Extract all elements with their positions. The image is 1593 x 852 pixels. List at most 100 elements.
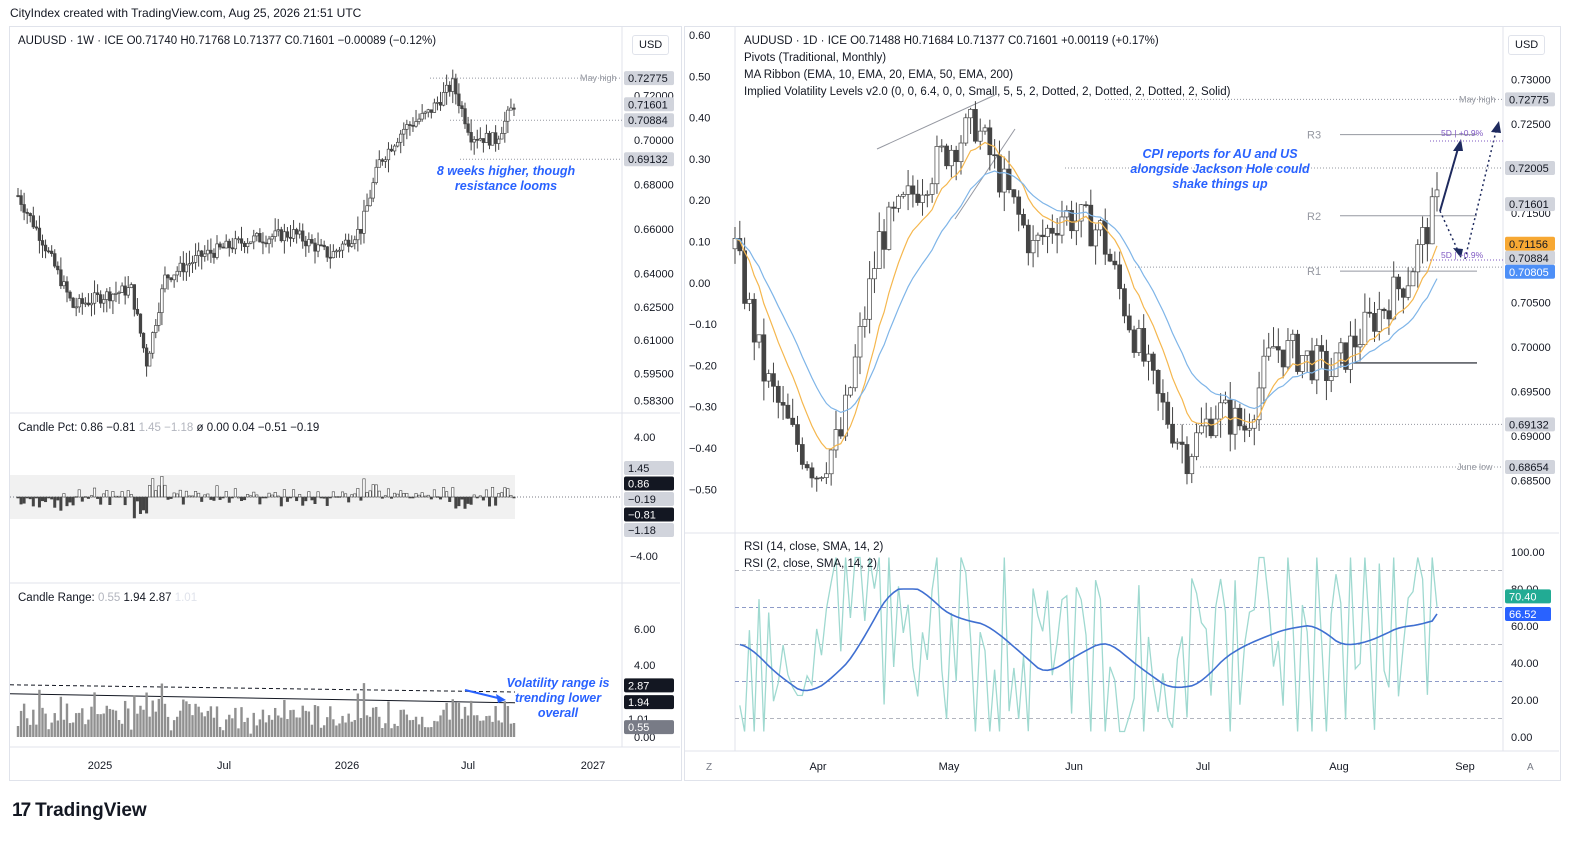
range-bar xyxy=(224,719,228,737)
weekly-candle xyxy=(160,288,164,314)
range-tag-bg xyxy=(624,695,674,710)
weekly-candle xyxy=(184,264,189,273)
pct-bar xyxy=(132,496,136,519)
daily-may-high-label: May high xyxy=(1459,94,1496,104)
pct-bar xyxy=(56,496,60,501)
weekly-candle xyxy=(497,138,501,144)
weekly-candle xyxy=(135,308,140,315)
rsi14-legend: RSI (14, close, SMA, 14, 2) xyxy=(744,541,884,553)
range-bar xyxy=(316,706,320,737)
range-mean-line xyxy=(10,693,516,704)
weekly-candle xyxy=(380,159,384,162)
weekly-candle xyxy=(25,211,29,214)
range-bar xyxy=(476,715,479,737)
weekly-candle xyxy=(65,281,69,293)
pct-bar xyxy=(227,496,231,503)
pct-bar xyxy=(435,496,439,498)
range-bar xyxy=(451,699,454,737)
daily-candle xyxy=(1083,204,1089,207)
range-bar xyxy=(500,722,503,737)
right-chart-panel[interactable] xyxy=(684,26,1561,781)
rsi14-line xyxy=(739,588,1438,692)
daily-candle xyxy=(886,206,892,250)
zoom-button[interactable]: Z xyxy=(706,762,713,773)
daily-candle xyxy=(761,334,767,382)
range-bar xyxy=(93,692,96,737)
pct-bar xyxy=(270,494,274,498)
weekly-candle xyxy=(89,302,94,306)
range-bar xyxy=(243,721,246,737)
daily-candle xyxy=(915,193,921,203)
range-bar xyxy=(273,707,277,737)
range-bar xyxy=(151,700,154,737)
daily-candle xyxy=(920,194,925,203)
daily-candle xyxy=(1141,328,1147,362)
daily-candle xyxy=(1386,310,1392,320)
pct-bar xyxy=(423,495,427,498)
daily-candle xyxy=(1093,229,1098,247)
weekly-candle xyxy=(469,132,473,143)
daily-time-tick: Aug xyxy=(1329,761,1349,773)
left-currency-button[interactable]: USD xyxy=(632,35,670,55)
weekly-candle xyxy=(19,195,23,205)
pct-bar xyxy=(420,492,424,498)
iv-left-tick: 0.50 xyxy=(689,71,710,83)
daily-candle xyxy=(824,473,829,478)
weekly-candle xyxy=(490,132,495,146)
daily-candle xyxy=(1016,196,1022,215)
weekly-candle xyxy=(377,159,381,168)
range-bar xyxy=(356,693,360,737)
daily-candle xyxy=(1309,350,1315,381)
weekly-candle xyxy=(40,240,45,246)
pct-bar xyxy=(472,494,476,498)
weekly-chart-canvas[interactable]: 0.720000.700000.680000.660000.640000.625… xyxy=(10,27,680,779)
weekly-candle xyxy=(325,246,329,258)
pct-bar xyxy=(417,494,421,498)
weekly-candle xyxy=(209,249,213,254)
weekly-candle xyxy=(509,107,513,111)
pivots-legend: Pivots (Traditional, Monthly) xyxy=(744,52,887,64)
daily-candle xyxy=(1102,220,1108,255)
range-bar xyxy=(286,719,289,737)
weekly-price-tick: 0.70000 xyxy=(634,135,674,147)
range-bar xyxy=(381,728,384,737)
daily-price-tick: 0.73000 xyxy=(1511,74,1551,86)
daily-candle xyxy=(1400,288,1406,298)
left-chart-panel[interactable] xyxy=(9,26,682,781)
weekly-candle xyxy=(343,239,348,245)
daily-price-tick: 0.72500 xyxy=(1511,119,1551,131)
pct-bar xyxy=(429,496,433,500)
daily-chart-canvas[interactable]: 0.60 0.50 0.40 0.30 0.20 0.10 0.00 −0.10 −0.20 −0… xyxy=(685,27,1559,779)
range-bar xyxy=(387,701,390,737)
pct-bar xyxy=(138,496,142,514)
pct-bar xyxy=(282,489,286,498)
pct-bar xyxy=(386,488,390,498)
daily-candle xyxy=(872,268,877,280)
range-bar xyxy=(427,727,430,737)
daily-price-tag: 0.71156 xyxy=(1509,239,1548,251)
daily-price-tick: 0.71500 xyxy=(1511,208,1551,220)
auto-scale-button[interactable]: A xyxy=(1527,762,1534,773)
daily-candle xyxy=(790,417,796,425)
pct-bar xyxy=(488,496,492,507)
weekly-candle xyxy=(481,138,486,143)
weekly-price-tick: 0.58300 xyxy=(634,395,674,407)
pct-bar xyxy=(68,496,72,503)
weekly-candle xyxy=(337,249,342,252)
daily-candle xyxy=(881,231,887,250)
daily-price-tag-bg xyxy=(1505,92,1555,107)
daily-candle xyxy=(1352,335,1358,348)
pct-bar xyxy=(166,496,170,500)
pct-bar xyxy=(59,496,63,511)
right-currency-button[interactable]: USD xyxy=(1508,35,1546,55)
range-bar xyxy=(417,724,421,737)
candle-pct-v1: −0.81 xyxy=(106,422,136,434)
pct-bar xyxy=(509,495,513,498)
weekly-candle xyxy=(74,306,78,309)
range-bar xyxy=(139,705,142,737)
range-bar xyxy=(102,713,105,737)
daily-price-tag: 0.69132 xyxy=(1509,419,1549,431)
pct-bar xyxy=(380,496,384,499)
weekly-candle xyxy=(383,159,388,162)
pct-bar xyxy=(160,476,164,498)
